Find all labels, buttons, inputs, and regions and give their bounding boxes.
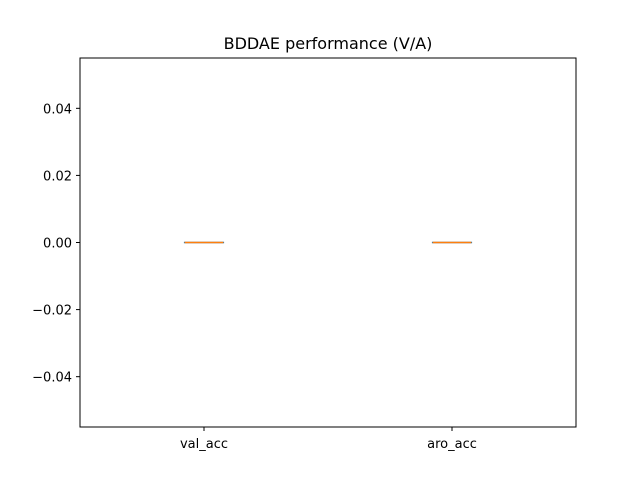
y-tick-label: −0.04 [32, 371, 72, 386]
y-tick-label: −0.02 [32, 304, 72, 319]
plot-frame [79, 57, 577, 428]
x-tick-label: val_acc [180, 437, 228, 452]
x-tick-label: aro_acc [427, 437, 477, 452]
chart-title: BDDAE performance (V/A) [224, 34, 433, 53]
y-axis: −0.04 −0.02 0.00 0.02 0.04 [32, 102, 80, 386]
y-tick-label: 0.04 [43, 102, 72, 117]
y-tick-label: 0.02 [43, 169, 72, 184]
y-tick-label: 0.00 [43, 237, 72, 252]
x-axis: val_acc aro_acc [180, 427, 477, 452]
